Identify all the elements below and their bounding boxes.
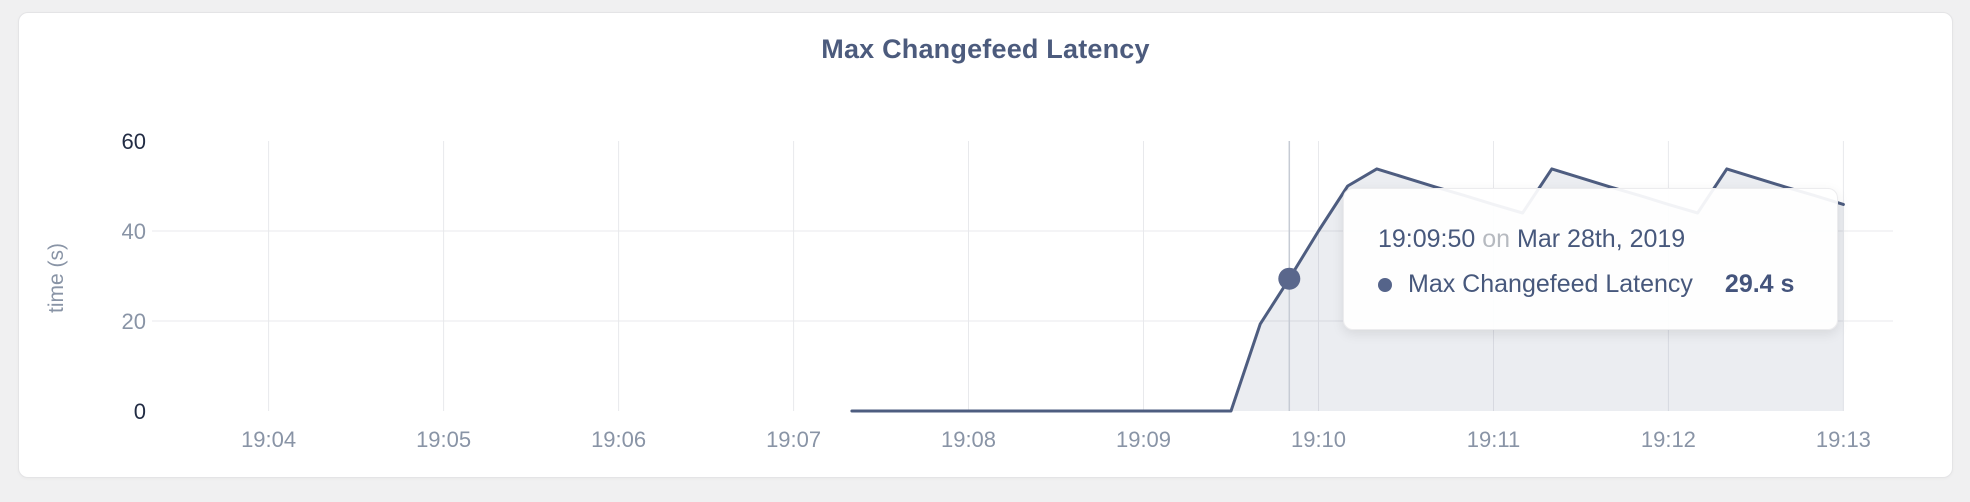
x-tick-label: 19:08 [941, 427, 996, 452]
x-tick-label: 19:05 [416, 427, 471, 452]
chart-tooltip: 19:09:50 on Mar 28th, 2019 Max Changefee… [1343, 188, 1838, 330]
x-tick-label: 19:10 [1291, 427, 1346, 452]
tooltip-series-name: Max Changefeed Latency [1408, 270, 1693, 298]
y-tick-label: 20 [122, 309, 146, 334]
x-tick-label: 19:04 [241, 427, 296, 452]
tooltip-time: 19:09:50 [1378, 225, 1476, 253]
tooltip-date: Mar 28th, 2019 [1517, 225, 1686, 253]
tooltip-series-row: Max Changefeed Latency 29.4 s [1378, 270, 1803, 299]
x-tick-label: 19:06 [591, 427, 646, 452]
x-axis-tick-labels: 19:04 19:05 19:06 19:07 19:08 19:09 19:10 19:11… [241, 427, 1871, 452]
y-axis-unit-label: time (s) [45, 243, 68, 313]
series-bullet-icon [1378, 277, 1392, 292]
hover-dot-layer [1278, 267, 1301, 290]
y-tick-label: 60 [122, 129, 146, 154]
y-axis-tick-labels: 0 20 40 60 [122, 129, 146, 424]
tooltip-series-value: 29.4 s [1724, 270, 1795, 298]
hover-dot [1278, 267, 1301, 290]
x-tick-label: 19:13 [1816, 427, 1871, 452]
x-tick-label: 19:12 [1641, 427, 1696, 452]
tooltip-timestamp-row: 19:09:50 on Mar 28th, 2019 [1378, 225, 1803, 254]
vertical-gridlines [268, 141, 1844, 411]
y-tick-label: 0 [134, 399, 146, 424]
y-tick-label: 40 [122, 219, 146, 244]
tooltip-connector: on [1482, 225, 1511, 253]
x-tick-label: 19:07 [766, 427, 821, 452]
chart-title: Max Changefeed Latency [821, 34, 1150, 64]
x-tick-label: 19:11 [1467, 427, 1520, 452]
x-tick-label: 19:09 [1116, 427, 1171, 452]
